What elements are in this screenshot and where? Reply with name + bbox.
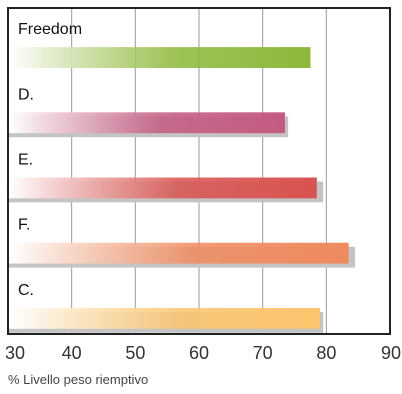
x-axis-label: % Livello peso riemptivo [8, 372, 148, 387]
x-tick-labels: 30 40 50 60 70 80 90 [5, 343, 401, 363]
bars-layer: Freedom D. E. F. C. [9, 21, 355, 333]
category-label: F. [18, 217, 30, 234]
x-tick-label: 60 [189, 343, 209, 363]
category-label: E. [18, 151, 33, 168]
x-tick-label: 40 [62, 343, 82, 363]
x-tick-label: 30 [5, 343, 25, 363]
bar [9, 177, 317, 199]
bar [9, 242, 349, 264]
x-tick-label: 70 [253, 343, 273, 363]
x-tick-label: 50 [125, 343, 145, 363]
category-label: D. [18, 86, 34, 103]
category-label: C. [18, 282, 34, 299]
category-label: Freedom [18, 21, 82, 38]
plot-frame [7, 7, 391, 335]
bar [9, 307, 320, 329]
bar [9, 112, 285, 134]
bar [9, 47, 311, 68]
x-tick-label: 80 [316, 343, 336, 363]
x-tick-label: 90 [381, 343, 401, 363]
